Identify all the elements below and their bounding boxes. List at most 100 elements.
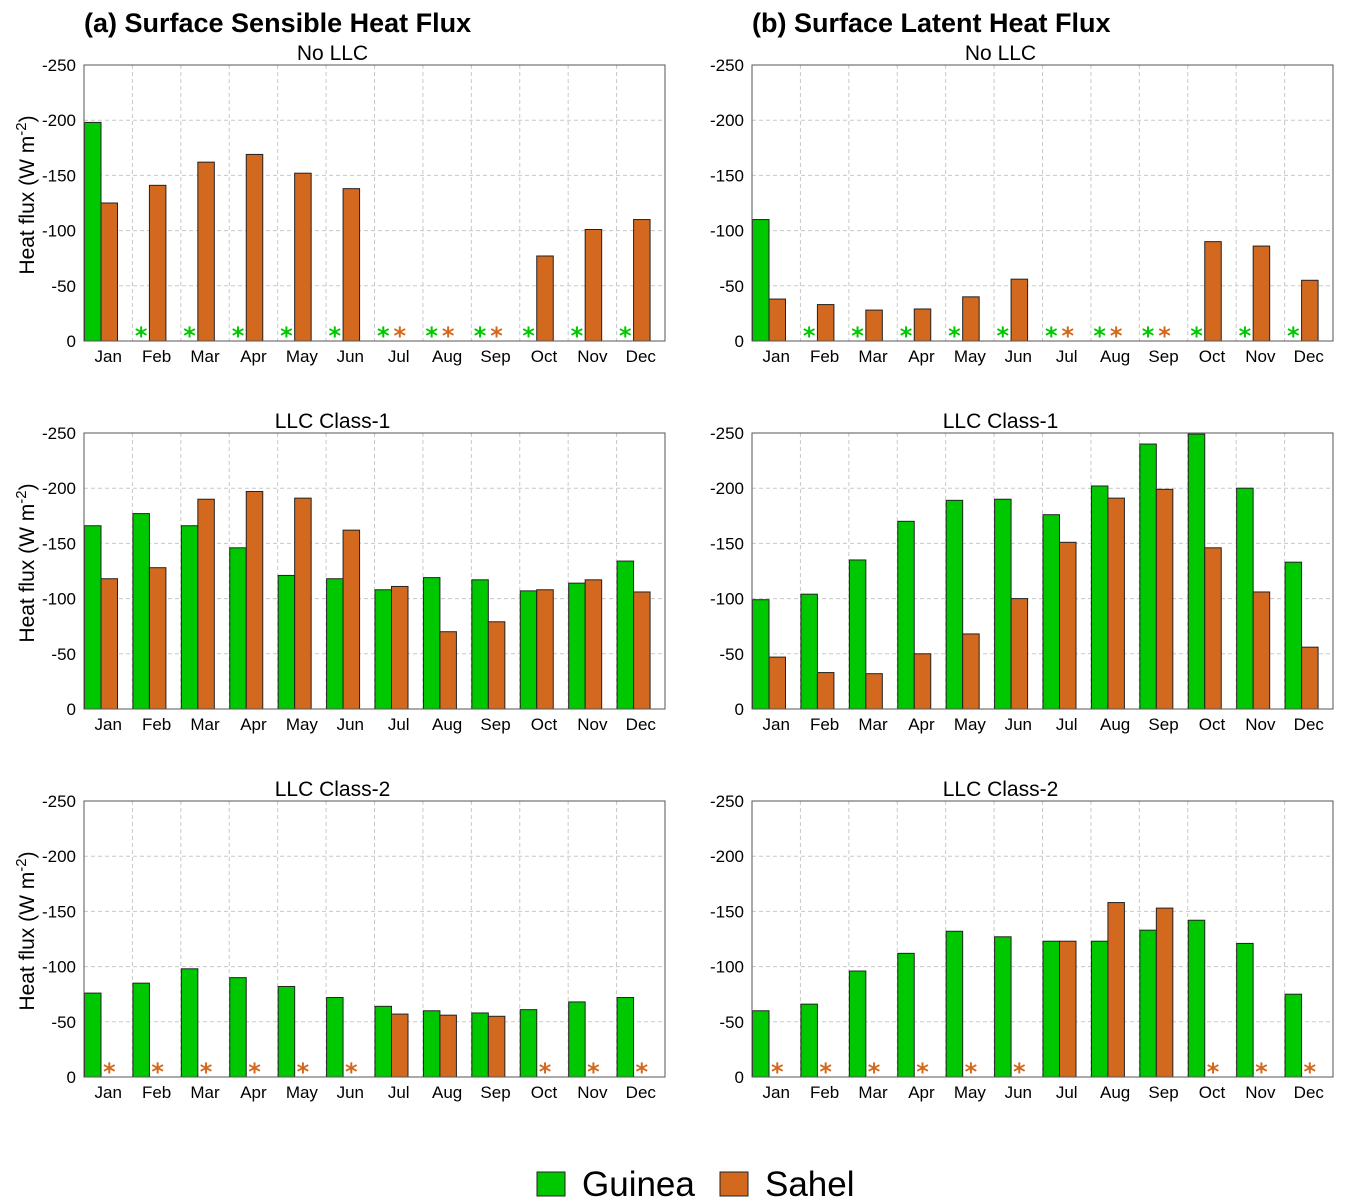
y-tick-label: -150 <box>710 534 744 553</box>
bar-guinea-sep <box>471 1012 489 1078</box>
y-tick-label: -250 <box>42 424 76 443</box>
y-tick-label: 0 <box>735 700 744 719</box>
bar-sahel-sep <box>1155 907 1174 1078</box>
bar-guinea-feb <box>800 1003 818 1078</box>
bar-guinea-dec <box>616 560 635 710</box>
missing-marker-sahel: * <box>103 1058 116 1086</box>
y-tick-label: -150 <box>710 166 744 185</box>
bar-guinea-feb <box>800 593 818 710</box>
y-tick-label: -100 <box>710 222 744 241</box>
x-tick-label: Aug <box>1100 1083 1130 1102</box>
bar-sahel-oct <box>1204 547 1222 710</box>
bar-sahel-may <box>962 633 980 710</box>
x-tick-label: Nov <box>1245 715 1276 734</box>
y-tick-label: -200 <box>42 847 76 866</box>
panel-title: LLC Class-1 <box>275 410 391 433</box>
x-tick-label: Sep <box>1148 347 1178 366</box>
column-title-latent: (b) Surface Latent Heat Flux <box>752 8 1111 38</box>
y-tick-label: -200 <box>710 479 744 498</box>
missing-marker-guinea: * <box>851 322 864 350</box>
missing-marker-sahel: * <box>1304 1058 1317 1086</box>
bar-guinea-jan <box>752 219 770 342</box>
bar-sahel-jul <box>1059 940 1077 1078</box>
bar-sahel-dec <box>633 591 651 710</box>
x-tick-label: Jan <box>94 1083 121 1102</box>
x-tick-label: Aug <box>432 1083 462 1102</box>
x-tick-label: Aug <box>1100 715 1130 734</box>
x-tick-label: Jun <box>1005 1083 1032 1102</box>
x-tick-label: Mar <box>190 1083 220 1102</box>
bar-guinea-jan <box>752 599 770 710</box>
y-tick-label: -150 <box>42 534 76 553</box>
bar-guinea-oct <box>1187 919 1206 1078</box>
bar-sahel-dec <box>1301 646 1319 710</box>
missing-marker-sahel: * <box>819 1058 832 1086</box>
missing-marker-guinea: * <box>803 322 816 350</box>
x-tick-label: Aug <box>432 347 462 366</box>
chart-panel-latent-2: 0 -50 -100 -150 -200 -250 Jan Feb Mar Apr May Jun Ju… <box>710 410 1334 734</box>
x-tick-label: Sep <box>480 715 510 734</box>
x-tick-label: Dec <box>626 715 657 734</box>
x-tick-label: Jan <box>94 715 121 734</box>
y-tick-label: -150 <box>42 166 76 185</box>
x-tick-label: Nov <box>1245 1083 1276 1102</box>
bar-guinea-jun <box>326 578 344 710</box>
missing-marker-guinea: * <box>948 322 961 350</box>
missing-marker-guinea: * <box>997 322 1010 350</box>
panel-title: No LLC <box>965 42 1036 65</box>
bar-guinea-jul <box>1042 514 1060 710</box>
plot-frame <box>751 64 1334 342</box>
bar-guinea-sep <box>1139 443 1157 710</box>
legend-label: Sahel <box>765 1165 855 1202</box>
bar-guinea-nov <box>1236 942 1254 1078</box>
column-title-sensible: (a) Surface Sensible Heat Flux <box>84 8 471 38</box>
missing-marker-sahel: * <box>200 1058 213 1086</box>
y-tick-label: -200 <box>42 479 76 498</box>
chart-panel-latent-3: 0 -50 -100 -150 -200 -250 Jan Feb Mar Apr May Jun Ju… <box>710 778 1334 1102</box>
missing-marker-guinea: * <box>1093 322 1106 350</box>
y-tick-label: -100 <box>42 222 76 241</box>
y-axis-label: Heat flux (W m-2) <box>13 115 40 274</box>
bar-guinea-sep <box>471 579 489 710</box>
y-tick-label: -200 <box>710 111 744 130</box>
x-tick-label: May <box>286 347 319 366</box>
bar-guinea-may <box>945 930 964 1078</box>
bar-sahel-aug <box>439 631 457 710</box>
missing-marker-guinea: * <box>183 322 196 350</box>
bar-guinea-jan <box>84 992 102 1078</box>
bar-guinea-dec <box>1284 993 1303 1078</box>
bar-sahel-mar <box>865 309 883 342</box>
missing-marker-sahel: * <box>1207 1058 1220 1086</box>
bar-sahel-sep <box>487 621 506 710</box>
x-tick-label: Jun <box>1005 715 1032 734</box>
missing-marker-guinea: * <box>1239 322 1252 350</box>
bar-guinea-aug <box>422 577 441 710</box>
y-tick-label: -250 <box>42 792 76 811</box>
bar-guinea-mar <box>848 559 867 710</box>
bar-guinea-oct <box>1187 433 1206 710</box>
x-tick-label: Feb <box>142 715 171 734</box>
y-axis-label: Heat flux (W m-2) <box>13 851 40 1010</box>
x-tick-label: Apr <box>240 347 267 366</box>
x-tick-label: Dec <box>626 1083 657 1102</box>
chart-panel-sensible-3: 0 -50 -100 -150 -200 -250 Jan Feb Mar Apr May Jun Ju… <box>13 778 666 1102</box>
plot-frame <box>751 800 1334 1078</box>
x-tick-label: Jul <box>388 1083 410 1102</box>
bar-sahel-feb <box>148 567 167 710</box>
y-tick-label: -150 <box>42 902 76 921</box>
bar-guinea-jun <box>994 498 1012 710</box>
bar-sahel-jun <box>342 529 361 710</box>
panels: 0 -50 -100 -150 -200 -250 Jan Feb Mar Apr May Jun Ju… <box>13 42 1334 1102</box>
missing-marker-guinea: * <box>522 322 535 350</box>
y-tick-label: -250 <box>42 56 76 75</box>
missing-marker-sahel: * <box>1110 322 1123 350</box>
bar-guinea-sep <box>1139 929 1157 1078</box>
missing-marker-sahel: * <box>1158 322 1171 350</box>
x-tick-label: Feb <box>142 347 171 366</box>
bar-guinea-oct <box>519 590 538 710</box>
bar-guinea-may <box>277 574 296 710</box>
bar-guinea-apr <box>229 977 247 1078</box>
bar-guinea-nov <box>568 582 586 710</box>
x-tick-label: Jul <box>1056 715 1078 734</box>
